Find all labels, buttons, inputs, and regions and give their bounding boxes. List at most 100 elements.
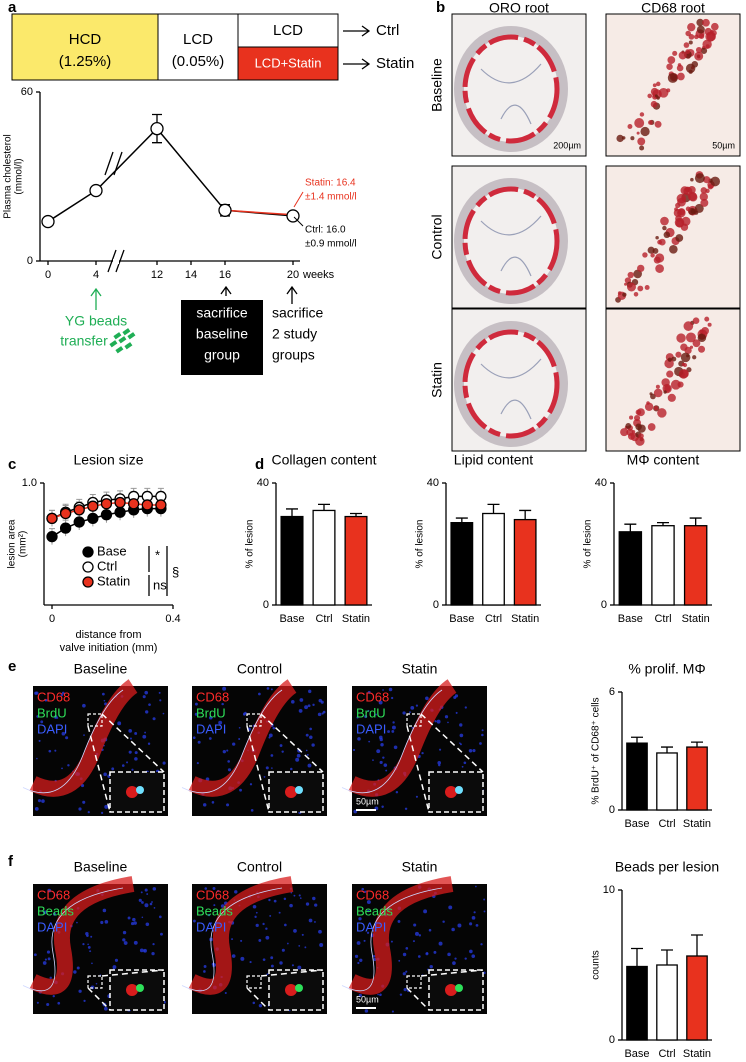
row-label: Statin (429, 362, 445, 398)
dapi-dot (87, 811, 90, 814)
bar (683, 525, 708, 606)
cell-stain (654, 94, 658, 98)
cell-stain (683, 321, 694, 331)
dapi-dot (459, 743, 462, 746)
dapi-dot (356, 716, 359, 719)
cell-stain (687, 23, 696, 32)
bar (626, 965, 648, 1041)
dapi-dot (379, 993, 382, 997)
histology-image (605, 165, 741, 309)
channel-label: CD68 (37, 689, 70, 704)
error-bar (631, 947, 643, 967)
dapi-dot (268, 736, 271, 739)
dapi-dot (388, 687, 393, 692)
annotation: ±1.4 mmol/l (305, 192, 357, 203)
chart-title: % prolif. MΦ (628, 661, 705, 677)
dapi-dot (134, 757, 138, 761)
cell-stain (692, 355, 697, 360)
cell-stain (697, 333, 707, 343)
dapi-dot (141, 901, 144, 904)
annotation: ±0.9 mmol/l (305, 239, 357, 250)
cell-stain (663, 231, 671, 239)
scale-label: 200µm (553, 140, 581, 150)
dapi-dot (37, 799, 42, 803)
dapi-dot (134, 732, 138, 735)
cell-stain (661, 378, 670, 387)
dapi-dot (391, 725, 396, 730)
valve (480, 358, 542, 420)
cell-stain (667, 72, 678, 83)
dapi-dot (129, 737, 132, 740)
dapi-dot (451, 927, 455, 932)
x-tick-label: 4 (93, 269, 99, 281)
channel-label: DAPI (37, 721, 67, 736)
cell-stain (638, 433, 644, 439)
dapi-dot (222, 686, 227, 691)
leader (293, 216, 304, 227)
dapi-dot (52, 912, 57, 916)
series-line (47, 127, 294, 223)
dapi-dot (143, 950, 146, 953)
y-tick-label: 0 (27, 255, 33, 267)
dapi-dot (402, 952, 407, 957)
cell-stain (677, 381, 684, 388)
cell-stain (701, 326, 709, 335)
dapi-dot (61, 691, 65, 695)
dapi-dot (111, 767, 115, 771)
dapi-dot (483, 898, 486, 901)
cell-stain (690, 208, 696, 214)
dapi-dot (319, 942, 324, 947)
dapi-dot (415, 795, 418, 798)
dapi-dot (41, 799, 45, 803)
significance: § (172, 564, 179, 579)
bar (618, 531, 643, 606)
dapi-dot (142, 734, 147, 739)
cell-stain (630, 136, 635, 141)
dapi-dot (240, 956, 245, 961)
cell-stain (692, 317, 700, 324)
dapi-dot (379, 737, 383, 742)
hcd-box (11, 13, 159, 81)
dapi-dot (158, 915, 162, 919)
dapi-dot (194, 712, 198, 716)
dapi-dot (475, 885, 477, 888)
dapi-dot (47, 957, 51, 961)
x-tick-label: Statin (511, 613, 539, 625)
channel-label: DAPI (356, 919, 386, 934)
dapi-dot (208, 715, 213, 720)
image-title: Baseline (74, 661, 128, 677)
cell-stain (681, 216, 691, 227)
dapi-dot (423, 909, 428, 914)
dapi-dot (308, 918, 313, 923)
cell-stain (635, 423, 642, 431)
dapi-dot (380, 743, 384, 747)
inset-cell (445, 984, 457, 996)
dapi-dot (436, 719, 441, 724)
cell-stain (692, 339, 701, 348)
dapi-dot (397, 920, 401, 923)
dapi-dot (102, 908, 107, 913)
dapi-dot (95, 982, 98, 985)
dapi-dot (307, 704, 311, 708)
cell-stain (699, 192, 708, 201)
cell-stain (648, 120, 653, 125)
dapi-dot (226, 803, 230, 807)
dapi-dot (299, 897, 302, 899)
dapi-dot (60, 693, 64, 697)
dapi-dot (117, 721, 122, 726)
dapi-dot (103, 772, 107, 777)
cell-stain (650, 100, 658, 108)
dapi-dot (447, 721, 449, 724)
cell-stain (705, 31, 716, 42)
lesion-stain (462, 186, 560, 296)
dapi-dot (366, 900, 371, 905)
dapi-dot (295, 757, 300, 762)
dapi-dot (417, 955, 421, 958)
cell-stain (625, 423, 632, 429)
error-bar (631, 736, 643, 744)
histology-image (605, 13, 741, 157)
dapi-dot (55, 893, 59, 897)
x-tick-label: 0.4 (165, 613, 180, 625)
dapi-dot (101, 692, 105, 696)
cell-stain (700, 198, 709, 207)
